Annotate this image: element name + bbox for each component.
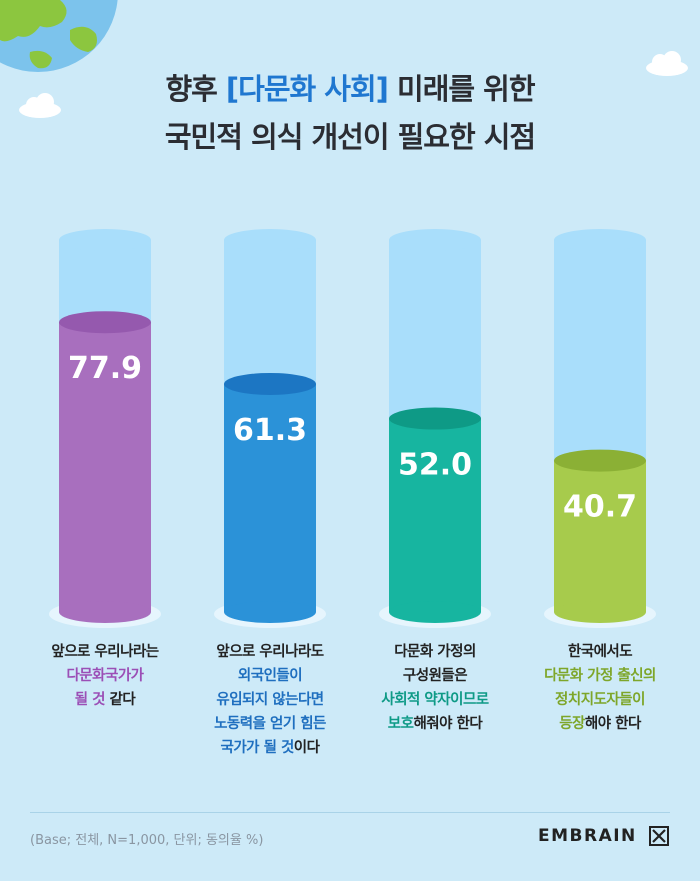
caption-segment: 앞으로 우리나라는	[51, 644, 159, 660]
footer-divider	[30, 812, 670, 813]
caption-segment: 될 것	[74, 692, 106, 708]
bar-4	[554, 460, 646, 612]
cloud-right	[646, 51, 688, 76]
cloud-left	[19, 93, 61, 118]
bar-chart: 77.9 61.3 52.0 40.7	[49, 229, 656, 628]
title-suffix: 미래를 위한	[387, 72, 535, 106]
title-prefix: 향후	[165, 72, 226, 106]
bar-bottom-4	[554, 601, 646, 623]
caption-2-line-2: 외국인들이	[185, 664, 355, 688]
bar-bottom-1	[59, 601, 151, 623]
caption-4-line-2: 다문화 가정 출신의	[515, 664, 685, 688]
caption-segment: 해줘야 한다	[413, 716, 483, 732]
caption-segment: 등장	[559, 716, 585, 732]
caption-segment: 노동력을 얻기 힘든	[214, 716, 326, 732]
caption-segment: 앞으로 우리나라도	[216, 644, 324, 660]
caption-3-line-4: 보호해줘야 한다	[350, 712, 520, 736]
caption-4-line-1: 한국에서도	[515, 640, 685, 664]
brand-logo-text: EMBRAIN	[538, 826, 637, 846]
bar-value-label-3: 52.0	[398, 448, 472, 483]
brand-mark-icon	[649, 826, 669, 846]
caption-4-line-4: 등장해야 한다	[515, 712, 685, 736]
bar-top-2	[224, 372, 316, 395]
caption-2-line-1: 앞으로 우리나라도	[185, 640, 355, 664]
caption-1-line-1: 앞으로 우리나라는	[20, 640, 190, 664]
caption-3-line-2: 구성원들은	[350, 664, 520, 688]
bar-track-top-3	[389, 229, 481, 251]
bar-bottom-3	[389, 601, 481, 623]
caption-segment: 해야 한다	[584, 716, 641, 732]
caption-2-line-4: 노동력을 얻기 힘든	[185, 712, 355, 736]
caption-segment: 보호	[387, 716, 414, 732]
bar-value-label-1: 77.9	[68, 351, 142, 386]
bar-track-top-1	[59, 229, 151, 251]
bar-1	[59, 322, 151, 612]
bar-bottom-2	[224, 601, 316, 623]
caption-2-line-3: 유입되지 않는다면	[185, 688, 355, 712]
caption-segment: 사회적 약자이므로	[381, 692, 489, 708]
caption-segment: 정치지도자들이	[555, 692, 645, 708]
caption-segment: 외국인들이	[237, 668, 303, 684]
bar-3	[389, 418, 481, 612]
bar-top-3	[389, 407, 481, 430]
bar-top-4	[554, 449, 646, 472]
caption-segment: 국가가 될 것	[220, 740, 295, 756]
chart-title-line2: 국민적 의식 개선이 필요한 시점	[164, 120, 536, 154]
caption-segment: 한국에서도	[567, 644, 633, 660]
caption-3-line-3: 사회적 약자이므로	[350, 688, 520, 712]
bar-2	[224, 383, 316, 612]
caption-segment: 구성원들은	[402, 668, 468, 684]
bar-value-label-4: 40.7	[563, 490, 637, 525]
caption-1-line-3: 될 것 같다	[20, 688, 190, 712]
caption-2-line-5: 국가가 될 것이다	[185, 736, 355, 760]
caption-segment: 다문화국가가	[66, 668, 144, 684]
globe-illustration	[0, 0, 118, 72]
chart-title-line1: 향후 [다문화 사회] 미래를 위한	[0, 66, 700, 108]
base-note: (Base; 전체, N=1,000, 단위; 동의율 %)	[30, 833, 264, 848]
caption-segment: 이다	[293, 740, 320, 756]
title-highlight: [다문화 사회]	[225, 72, 389, 106]
bar-track-top-2	[224, 229, 316, 251]
caption-segment: 다문화 가정의	[394, 644, 476, 660]
bar-value-label-2: 61.3	[233, 413, 307, 448]
caption-segment: 유입되지 않는다면	[216, 692, 324, 708]
caption-4-line-3: 정치지도자들이	[515, 688, 685, 712]
caption-1-line-2: 다문화국가가	[20, 664, 190, 688]
caption-3-line-1: 다문화 가정의	[350, 640, 520, 664]
bar-track-top-4	[554, 229, 646, 251]
bar-top-1	[59, 311, 151, 334]
caption-segment: 같다	[105, 692, 136, 708]
caption-segment: 다문화 가정 출신의	[544, 668, 656, 684]
